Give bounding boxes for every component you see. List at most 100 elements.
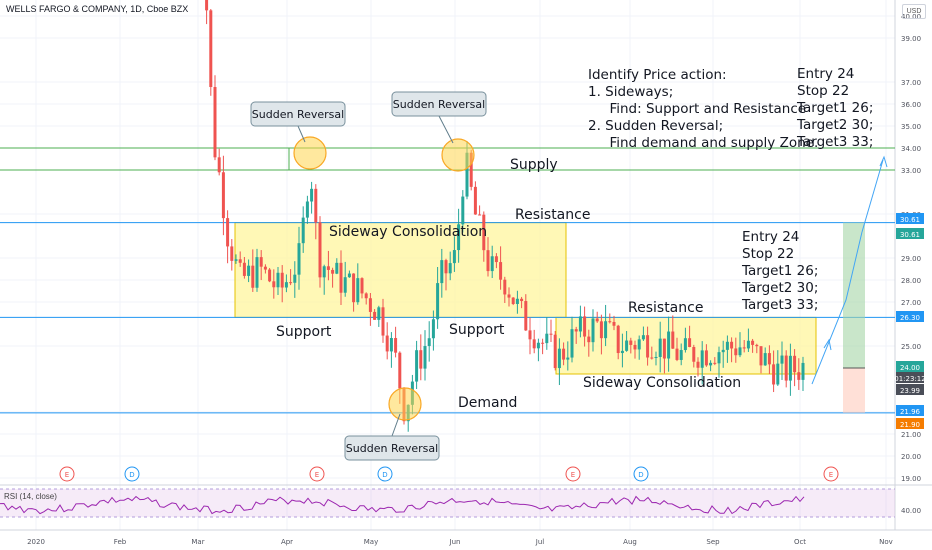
candle-body xyxy=(280,272,284,288)
arrow-head xyxy=(879,155,888,168)
callout-pointer xyxy=(297,125,306,143)
y-tick-label: 20.00 xyxy=(901,453,921,461)
price-label-bg xyxy=(896,384,924,395)
chart-title: WELLS FARGO & COMPANY, 1D, Cboe BZX xyxy=(6,4,189,14)
price-label-bg xyxy=(896,372,924,383)
candle-body xyxy=(381,307,385,336)
candle-body xyxy=(431,319,435,339)
y-tick-label: 37.00 xyxy=(901,79,921,87)
candle-body xyxy=(667,331,671,359)
earnings-marker xyxy=(823,466,839,482)
candle-body xyxy=(721,349,725,353)
candle-body xyxy=(595,318,599,322)
candle-body xyxy=(305,201,309,218)
candle-body xyxy=(658,338,662,357)
earnings-marker xyxy=(309,466,325,482)
candle-body xyxy=(755,344,759,347)
candle-body xyxy=(742,347,746,349)
y-tick-label: 25.00 xyxy=(901,343,921,351)
analysis-note: Identify Price action: 1. Sideways; Find… xyxy=(588,67,819,151)
x-tick-label: 2020 xyxy=(27,538,45,546)
candle-body xyxy=(394,338,398,353)
candle-body xyxy=(713,362,717,364)
candle-body xyxy=(419,350,423,369)
y-tick-label: 33.00 xyxy=(901,167,921,175)
candle-body xyxy=(217,157,221,173)
x-tick-label: Feb xyxy=(114,538,127,546)
candle-body xyxy=(301,217,305,244)
price-label: 23.99 xyxy=(900,387,920,395)
candle-body xyxy=(717,352,721,364)
candle-body xyxy=(788,355,792,381)
event-marker-label: E xyxy=(571,471,575,479)
resistance-label-1: Resistance xyxy=(515,207,590,223)
candle-body xyxy=(524,301,528,331)
candle-body xyxy=(780,355,784,364)
arrow-head xyxy=(823,338,832,351)
projection-arrow-2 xyxy=(861,159,884,233)
profit-zone xyxy=(843,222,865,368)
x-tick-label: Aug xyxy=(623,538,637,546)
candle-body xyxy=(360,278,364,294)
demand-label: Demand xyxy=(458,395,517,411)
sideway-label-1: Sideway Consolidation xyxy=(329,224,487,240)
event-marker-label: E xyxy=(315,471,319,479)
event-marker-label: E xyxy=(65,471,69,479)
price-label-bg xyxy=(896,311,924,322)
rsi-tick: 40.00 xyxy=(901,507,921,515)
callout-pointer xyxy=(438,115,454,144)
currency-badge[interactable]: USD xyxy=(902,4,926,19)
candle-body xyxy=(566,357,570,360)
candle-body xyxy=(234,259,238,261)
candle-body xyxy=(452,250,456,264)
candle-body xyxy=(209,10,213,88)
candle-body xyxy=(793,355,797,373)
callout-box xyxy=(391,91,487,117)
candle-body xyxy=(356,278,360,303)
callout-label: Sudden Reversal xyxy=(393,98,485,111)
candle-body xyxy=(293,274,297,283)
y-tick-label: 34.00 xyxy=(901,145,921,153)
candle-body xyxy=(532,339,536,349)
earnings-marker xyxy=(59,466,75,482)
candle-body xyxy=(776,363,780,385)
candle-body xyxy=(646,335,650,358)
candle-body xyxy=(314,188,318,223)
candle-body xyxy=(415,350,419,382)
x-tick-label: Jul xyxy=(535,538,545,546)
candle-body xyxy=(604,321,608,339)
candle-body xyxy=(255,257,259,288)
candle-body xyxy=(448,263,452,274)
candle-body xyxy=(536,342,540,349)
price-label: 30.61 xyxy=(900,216,920,224)
candle-body xyxy=(746,340,750,349)
candle-body xyxy=(608,321,612,323)
candle-body xyxy=(591,318,595,343)
candle-body xyxy=(515,298,519,305)
candle-body xyxy=(570,329,574,358)
candle-body xyxy=(213,87,217,158)
candle-body xyxy=(730,341,734,349)
candle-body xyxy=(511,297,515,305)
candle-body xyxy=(226,218,230,247)
candle-body xyxy=(637,339,641,350)
y-tick-label: 39.00 xyxy=(901,35,921,43)
candle-body xyxy=(772,364,776,385)
candle-body xyxy=(679,350,683,360)
price-label-bg xyxy=(896,418,924,429)
candle-body xyxy=(633,344,637,350)
candle-body xyxy=(457,224,461,251)
price-label-bg xyxy=(896,361,924,372)
rsi-band xyxy=(0,489,895,517)
candle-body xyxy=(297,243,301,275)
price-label: 21.90 xyxy=(900,421,920,429)
candle-body xyxy=(801,362,805,380)
rsi-line xyxy=(0,495,805,515)
candle-body xyxy=(423,346,427,369)
candle-body xyxy=(734,348,738,356)
y-tick-label: 28.00 xyxy=(901,277,921,285)
y-tick-label: 40.00 xyxy=(901,13,921,21)
candle-body xyxy=(738,347,742,356)
candle-body xyxy=(767,353,771,365)
